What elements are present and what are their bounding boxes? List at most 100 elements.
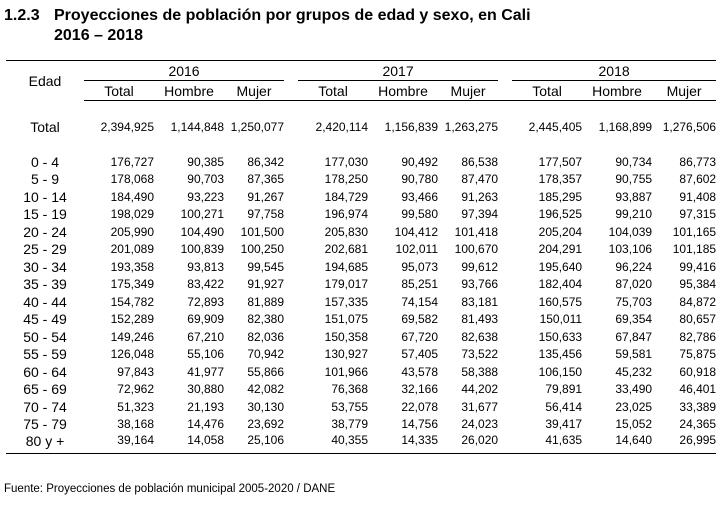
cell-value: 38,779	[331, 417, 369, 432]
table-row: 15 - 19 198,029 100,271 97,758 196,974 99,580…	[6, 206, 716, 224]
cell-value: 69,909	[187, 312, 224, 327]
cell-value: 55,866	[247, 364, 285, 379]
cell-value: 104,412	[394, 224, 439, 239]
cell-value: 102,011	[395, 242, 439, 257]
cell-value: 101,418	[454, 224, 499, 239]
cell-value: 24,365	[679, 417, 717, 432]
table-row: 60 - 64 97,843 41,977 55,866 101,966 43,578 58…	[6, 363, 716, 381]
cell-value: 150,358	[324, 329, 369, 344]
cell-value: 2,394,925	[100, 120, 154, 134]
cell-value: 75,875	[679, 347, 717, 362]
cell-value: 93,223	[187, 189, 224, 204]
cell-value: 76,368	[331, 382, 369, 397]
cell-value: 42,082	[247, 382, 285, 397]
row-label: 80 y +	[6, 433, 84, 454]
cell-value: 90,703	[187, 172, 224, 187]
cell-value: 177,030	[324, 154, 369, 169]
cell-value: 84,872	[679, 294, 717, 309]
table-row: 80 y +39,164 14,058 25,106 40,355 14,335 26,0…	[6, 433, 717, 454]
cell-value: 149,246	[110, 329, 154, 344]
cell-value: 104,490	[180, 224, 224, 239]
cell-value: 82,380	[247, 312, 285, 327]
cell-value: 1,168,899	[598, 120, 653, 134]
cell-value: 93,887	[615, 189, 653, 204]
cell-value: 176,727	[110, 154, 154, 169]
table-row: 70 - 74 51,323 21,193 30,130 53,755 22,078 31,…	[6, 398, 716, 416]
cell-value: 38,168	[117, 417, 154, 432]
cell-value: 26,020	[438, 433, 499, 454]
cell-value: 25,106	[224, 433, 285, 454]
cell-value: 185,295	[538, 189, 583, 204]
header-total: Total	[298, 80, 369, 101]
table-row: 30 - 34 193,358 93,813 99,545 194,685 95,073 9…	[6, 258, 716, 276]
cell-value: 67,720	[401, 329, 439, 344]
table-row: 20 - 24 205,990 104,490 101,500 205,830 104,4…	[6, 223, 716, 241]
cell-value: 14,058	[154, 433, 224, 454]
cell-value: 90,734	[615, 154, 653, 169]
cell-value: 151,075	[324, 312, 369, 327]
cell-value: 70,942	[247, 347, 285, 362]
row-label: 50 - 54	[23, 328, 67, 345]
cell-value: 44,202	[461, 382, 499, 397]
cell-value: 177,507	[538, 154, 583, 169]
header-edad: Edad	[6, 60, 84, 101]
cell-value: 95,073	[401, 259, 439, 274]
cell-value: 1,276,506	[662, 120, 717, 134]
row-label: 10 - 14	[23, 188, 67, 205]
cell-value: 73,522	[461, 347, 499, 362]
cell-value: 198,029	[110, 207, 154, 222]
source-note: Fuente: Proyecciones de población munici…	[4, 483, 336, 495]
cell-value: 39,164	[84, 433, 154, 454]
cell-value: 179,017	[324, 277, 369, 292]
cell-value: 93,813	[187, 259, 224, 274]
cell-value: 97,758	[247, 207, 285, 222]
cell-value: 90,780	[401, 172, 439, 187]
cell-value: 205,830	[324, 224, 369, 239]
cell-value: 182,404	[538, 277, 583, 292]
cell-value: 150,633	[538, 329, 583, 344]
cell-value: 83,181	[461, 294, 499, 309]
cell-value: 86,538	[461, 154, 499, 169]
cell-value: 205,990	[110, 224, 154, 239]
header-year-2017: 2017	[298, 60, 499, 81]
header-hombre: Hombre	[582, 80, 653, 101]
cell-value: 32,166	[401, 382, 439, 397]
cell-value: 14,476	[187, 417, 224, 432]
table-row: 75 - 79 38,168 14,476 23,692 38,779 14,756 24,…	[6, 416, 716, 434]
cell-value: 30,130	[247, 399, 285, 414]
cell-value: 87,470	[461, 172, 499, 187]
cell-value: 1,144,848	[170, 120, 224, 134]
cell-value: 93,466	[401, 189, 439, 204]
cell-value: 101,165	[672, 224, 717, 239]
row-label: 0 - 4	[30, 153, 59, 170]
cell-value: 93,766	[461, 277, 499, 292]
cell-value: 85,251	[401, 277, 439, 292]
cell-value: 69,582	[401, 312, 439, 327]
cell-value: 33,490	[615, 382, 653, 397]
cell-value: 90,385	[187, 154, 224, 169]
cell-value: 90,755	[615, 172, 653, 187]
cell-value: 178,250	[324, 172, 369, 187]
cell-value: 2,420,114	[315, 120, 369, 134]
cell-value: 43,578	[401, 364, 439, 379]
cell-value: 82,638	[461, 329, 499, 344]
cell-value: 104,039	[608, 224, 653, 239]
cell-value: 91,408	[679, 189, 717, 204]
cell-value: 57,405	[401, 347, 439, 362]
cell-value: 24,023	[461, 417, 499, 432]
cell-value: 75,703	[615, 294, 653, 309]
cell-value: 103,106	[608, 242, 653, 257]
row-label: 40 - 44	[23, 293, 67, 310]
cell-value: 59,581	[615, 347, 653, 362]
table-number: 1.2.3	[4, 7, 40, 24]
row-label: 5 - 9	[30, 171, 59, 188]
cell-value: 39,417	[545, 417, 583, 432]
row-label: 20 - 24	[23, 223, 67, 240]
cell-value: 80,657	[679, 312, 717, 327]
cell-value: 184,490	[110, 189, 154, 204]
table-row: 55 - 59 126,048 55,106 70,942 130,927 57,405 7…	[6, 346, 716, 364]
cell-value: 55,106	[187, 347, 224, 362]
cell-value: 87,365	[247, 172, 285, 187]
cell-value: 86,342	[247, 154, 285, 169]
row-label: 15 - 19	[23, 206, 67, 223]
